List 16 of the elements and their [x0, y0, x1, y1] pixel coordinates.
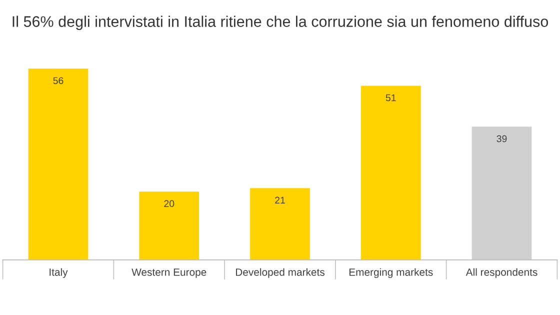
x-tick-label: Western Europe [132, 268, 206, 278]
bar [139, 192, 200, 260]
bar [28, 68, 88, 260]
bar [472, 126, 532, 260]
data-label: 51 [386, 94, 396, 102]
x-tick-label: Developed markets [236, 268, 324, 278]
bar [360, 86, 421, 260]
data-label: 20 [164, 200, 174, 208]
x-tick-label: Italy [50, 268, 68, 278]
chart-title: Il 56% degli intervistati in Italia ritiene che la corruzione sia un fenomeno diffuso [12, 16, 548, 30]
x-tick-label: All respondents [466, 268, 538, 278]
data-label: 56 [53, 77, 64, 84]
data-label: 39 [496, 135, 507, 142]
data-label: 21 [275, 196, 285, 204]
x-tick-label: Emerging markets [349, 268, 433, 278]
bar [250, 188, 310, 260]
